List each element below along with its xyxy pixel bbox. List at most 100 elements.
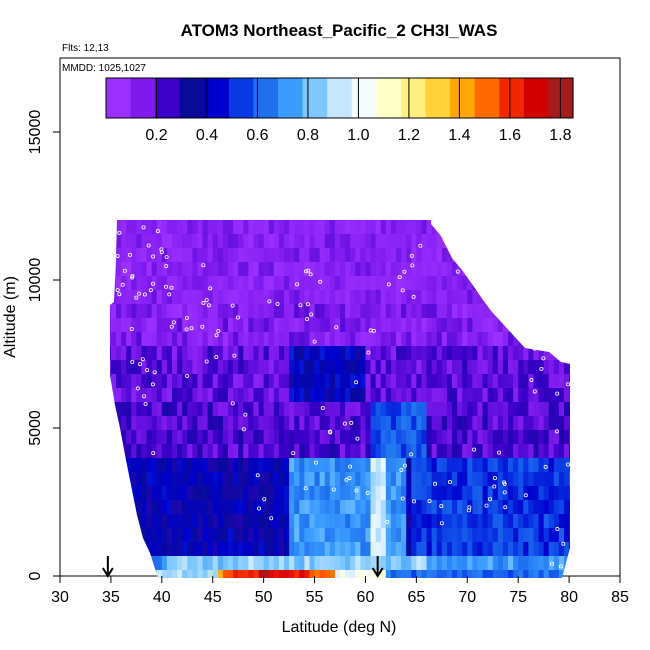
heatmap-cell [207,472,214,487]
heatmap-cell [543,360,550,375]
heatmap-cell [462,514,468,529]
heatmap-cell [564,514,570,529]
heatmap-cell [543,514,550,529]
heatmap-cell [192,528,198,543]
heatmap-cell [467,402,473,417]
heatmap-cell [110,234,112,249]
heatmap-cell [360,528,366,543]
heatmap-cell [385,318,392,333]
observation-point [427,499,432,504]
heatmap-cell [126,444,132,459]
heatmap-cell [136,304,142,319]
heatmap-cell [345,486,351,501]
observation-point [411,294,416,299]
heatmap-cell [436,514,443,529]
y-tick-label: 0 [27,571,44,580]
heatmap-cell [136,416,142,431]
heatmap-cell [446,444,453,459]
heatmap-cell [396,416,402,431]
heatmap-cell [222,556,229,571]
heatmap-cell [110,346,117,361]
heatmap-cell [319,332,326,347]
heatmap-cell [548,430,555,445]
heatmap-cell [202,430,209,445]
heatmap-cell [319,570,326,578]
heatmap-cell [212,444,219,459]
heatmap-cell [345,332,351,347]
heatmap-cell [523,458,529,473]
heatmap-cell [253,458,259,473]
heatmap-cell [360,472,366,487]
heatmap-cell [314,388,321,403]
heatmap-cell [238,248,244,263]
heatmap-cell [558,332,565,347]
colorbar-swatch [523,78,550,118]
heatmap-cell [329,318,336,333]
observation-point [130,359,135,364]
colorbar-swatch [130,78,156,118]
heatmap-cell [502,220,509,235]
heatmap-cell [273,542,280,557]
heatmap-cell [228,290,234,305]
heatmap-cell [406,304,412,319]
heatmap-cell [136,514,142,529]
heatmap-cell [441,220,448,235]
heatmap-cell [431,486,438,501]
heatmap-cell [222,276,229,291]
heatmap-cell [141,500,147,515]
heatmap-cell [319,528,326,543]
heatmap-cell [446,570,453,578]
heatmap-cell [411,276,417,291]
heatmap-cell [177,570,183,578]
observation-point [472,447,477,452]
heatmap-cell [131,290,137,305]
heatmap-cell [345,290,351,305]
heatmap-cell [385,416,392,431]
heatmap-cell [253,528,259,543]
heatmap-cell [396,332,402,347]
heatmap-cell [411,374,417,389]
heatmap-cell [172,542,178,557]
heatmap-cell [497,514,504,529]
heatmap-cell [350,318,356,333]
heatmap-cell [304,430,310,445]
heatmap-cell [131,248,137,263]
heatmap-cell [467,542,473,557]
heatmap-cell [258,430,265,445]
heatmap-cell [482,388,489,403]
observation-point [122,268,127,273]
heatmap-cell [543,332,550,347]
heatmap-cell [396,514,402,529]
heatmap-cell [497,374,504,389]
heatmap-cell [329,472,336,487]
heatmap-cell [380,234,387,249]
heatmap-cell [166,248,173,263]
heatmap-cell [452,556,458,571]
heatmap-cell [284,388,290,403]
heatmap-cell [487,234,494,249]
heatmap-cell [202,276,209,291]
heatmap-cell [324,360,331,375]
heatmap-cell [513,416,519,431]
heatmap-cell [365,458,371,473]
heatmap-cell [360,486,366,501]
heatmap-cell [421,416,427,431]
heatmap-cell [314,570,321,578]
heatmap-cell [492,486,499,501]
heatmap-cell [538,220,545,235]
heatmap-cell [350,444,356,459]
heatmap-cell [543,304,550,319]
heatmap-cell [370,220,377,235]
heatmap-cell [222,290,229,305]
heatmap-cell [207,444,214,459]
colorbar-swatch [179,78,205,118]
heatmap-cell [258,276,265,291]
heatmap-cell [177,346,183,361]
heatmap-cell [426,542,433,557]
heatmap-cell [441,430,448,445]
heatmap-cell [182,360,188,375]
heatmap-cell [299,346,305,361]
heatmap-cell [289,542,295,557]
heatmap-cell [421,248,427,263]
heatmap-cell [396,472,402,487]
